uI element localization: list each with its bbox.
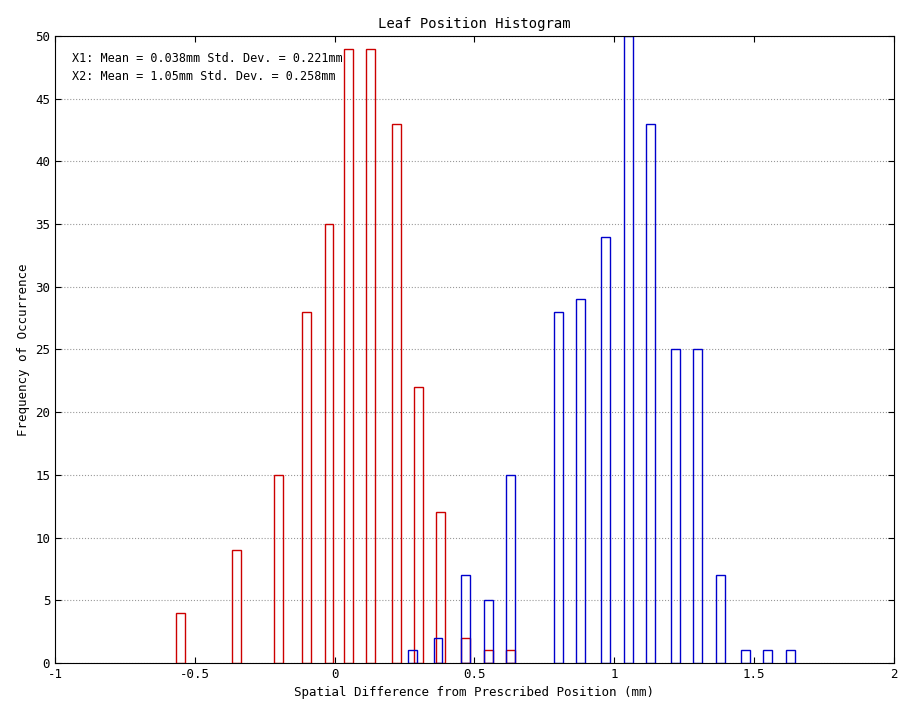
Bar: [646, 124, 655, 663]
Bar: [414, 387, 423, 663]
Bar: [763, 650, 772, 663]
Bar: [506, 650, 515, 663]
Bar: [303, 312, 311, 663]
X-axis label: Spatial Difference from Prescribed Position (mm): Spatial Difference from Prescribed Posit…: [294, 687, 654, 700]
Text: X1: Mean = 0.038mm Std. Dev. = 0.221mm: X1: Mean = 0.038mm Std. Dev. = 0.221mm: [72, 52, 343, 64]
Bar: [576, 299, 585, 663]
Bar: [694, 349, 702, 663]
Bar: [786, 650, 794, 663]
Bar: [741, 650, 749, 663]
Bar: [716, 575, 725, 663]
Bar: [232, 550, 241, 663]
Bar: [344, 49, 353, 663]
Bar: [601, 236, 611, 663]
Bar: [506, 475, 515, 663]
Bar: [274, 475, 283, 663]
Bar: [462, 638, 471, 663]
Bar: [367, 49, 376, 663]
Text: X2: Mean = 1.05mm Std. Dev. = 0.258mm: X2: Mean = 1.05mm Std. Dev. = 0.258mm: [72, 70, 335, 84]
Bar: [433, 638, 442, 663]
Bar: [484, 600, 493, 663]
Bar: [671, 349, 680, 663]
Bar: [176, 613, 186, 663]
Title: Leaf Position Histogram: Leaf Position Histogram: [378, 16, 570, 31]
Bar: [554, 312, 563, 663]
Bar: [484, 650, 493, 663]
Bar: [623, 36, 632, 663]
Y-axis label: Frequency of Occurrence: Frequency of Occurrence: [16, 263, 29, 436]
Bar: [409, 650, 418, 663]
Bar: [462, 575, 471, 663]
Bar: [324, 224, 334, 663]
Bar: [391, 124, 400, 663]
Bar: [436, 513, 445, 663]
